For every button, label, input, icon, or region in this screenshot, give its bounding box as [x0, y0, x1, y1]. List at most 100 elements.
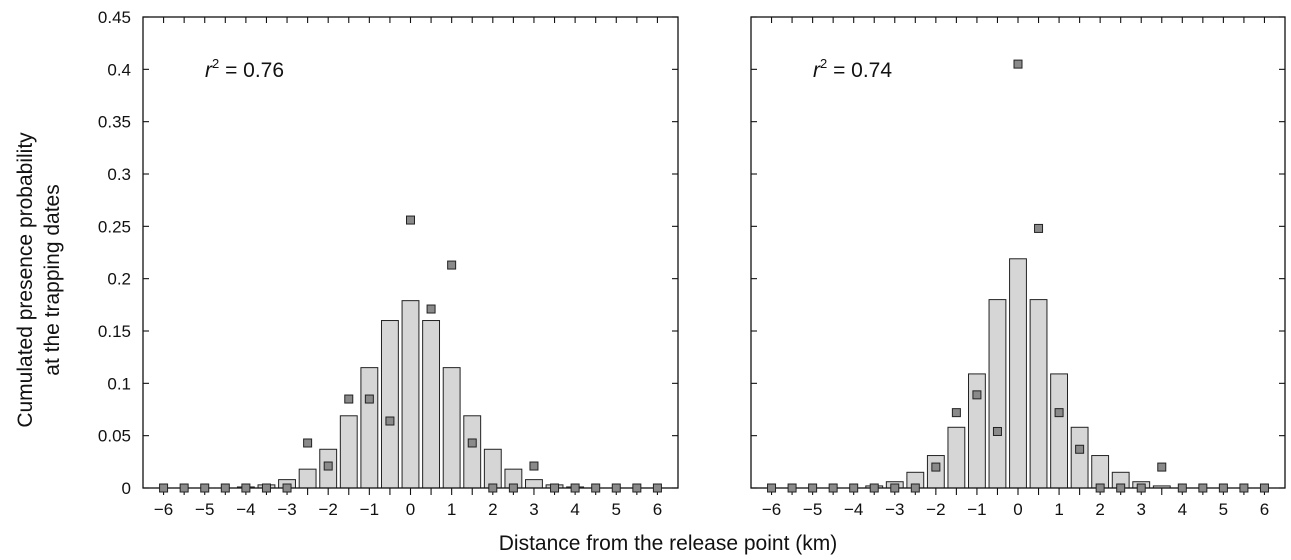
data-point — [508, 483, 518, 493]
data-point — [406, 215, 415, 225]
x-tick-label: 1 — [1054, 500, 1063, 519]
x-tick-label: 6 — [653, 500, 662, 519]
data-point — [344, 394, 354, 404]
data-point — [1054, 408, 1064, 418]
data-point — [200, 483, 210, 493]
data-point — [159, 483, 169, 493]
data-point — [323, 461, 333, 471]
data-point — [931, 462, 941, 472]
data-point — [550, 483, 560, 493]
x-tick-label: 5 — [612, 500, 621, 519]
data-point — [303, 438, 313, 448]
data-point — [1116, 483, 1126, 493]
bar — [360, 367, 379, 489]
x-tick-label: −6 — [762, 500, 781, 519]
data-point — [951, 408, 961, 418]
y-tick-label: 0 — [122, 479, 131, 498]
bar — [1029, 299, 1048, 489]
data-point — [1075, 444, 1085, 454]
data-point — [1259, 483, 1269, 493]
bar — [1070, 426, 1089, 489]
x-tick-label: −5 — [195, 500, 214, 519]
y-tick-label: 0.4 — [107, 60, 131, 79]
data-point — [529, 461, 539, 471]
data-point — [787, 483, 797, 493]
data-point — [849, 483, 859, 493]
y-axis-title-line-2: at the trapping dates — [41, 184, 64, 375]
data-point — [890, 483, 900, 493]
data-point — [1177, 483, 1187, 493]
data-point — [364, 394, 374, 404]
bar — [926, 455, 945, 489]
data-point — [972, 390, 982, 400]
x-tick-label: 0 — [406, 500, 415, 519]
data-point — [1136, 483, 1146, 493]
y-tick-label: 0.2 — [107, 270, 131, 289]
y-tick-label: 0.35 — [98, 113, 131, 132]
x-tick-label: −2 — [926, 500, 945, 519]
data-point — [1239, 483, 1249, 493]
x-tick-label: 1 — [447, 500, 456, 519]
x-tick-label: −5 — [803, 500, 822, 519]
bar — [483, 448, 502, 489]
x-tick-label: −1 — [967, 500, 986, 519]
data-point — [591, 483, 601, 493]
data-point — [261, 483, 271, 493]
data-point — [869, 483, 879, 493]
bar — [339, 415, 358, 489]
x-tick-label: 4 — [570, 500, 579, 519]
data-point — [1095, 483, 1105, 493]
data-point — [241, 483, 251, 493]
data-point — [632, 483, 642, 493]
data-point — [910, 483, 920, 493]
x-axis-title: Distance from the release point (km) — [499, 532, 837, 555]
x-tick-label: 3 — [1136, 500, 1145, 519]
y-tick-label: 0.3 — [107, 165, 131, 184]
data-point — [385, 416, 395, 426]
bar — [442, 367, 461, 489]
r-squared-annotation: r2 = 0.76 — [205, 56, 284, 82]
bar — [1091, 455, 1110, 489]
data-point — [488, 483, 498, 493]
data-point — [447, 260, 457, 270]
data-point — [611, 483, 621, 493]
data-point — [179, 483, 189, 493]
x-tick-label: 2 — [488, 500, 497, 519]
y-axis-title-line-1: Cumulated presence probability — [14, 132, 37, 428]
x-tick-label: −3 — [277, 500, 296, 519]
y-tick-label: 0.25 — [98, 217, 131, 236]
bar — [298, 468, 317, 489]
y-tick-label: 0.1 — [107, 374, 131, 393]
r-squared-annotation: r2 = 0.74 — [813, 56, 892, 82]
data-point — [808, 483, 818, 493]
x-tick-label: 3 — [529, 500, 538, 519]
data-point — [828, 483, 838, 493]
data-point — [1218, 483, 1228, 493]
data-point — [1198, 483, 1208, 493]
y-tick-label: 0.15 — [98, 322, 131, 341]
data-point — [767, 483, 777, 493]
data-point — [1013, 59, 1023, 69]
x-tick-label: −4 — [236, 500, 255, 519]
data-point — [1157, 462, 1167, 472]
x-tick-label: 4 — [1178, 500, 1187, 519]
y-tick-label: 0.45 — [98, 8, 131, 27]
data-point — [220, 483, 230, 493]
x-tick-label: −2 — [318, 500, 337, 519]
bar — [422, 320, 441, 489]
right-panel: −6 −5 −4 −3 −2 −1 0 1 2 3 4 5 6 r2 = 0.74 — [750, 16, 1286, 519]
bar — [947, 426, 966, 489]
y-tick-label: 0.05 — [98, 427, 131, 446]
data-point — [282, 483, 292, 493]
x-tick-label: 6 — [1260, 500, 1269, 519]
left-panel: 0 0.05 0.1 0.15 0.2 0.25 0.3 0.35 0.4 0.45 −6 −5 −4 −… — [98, 8, 679, 519]
bar — [988, 299, 1007, 489]
bar — [463, 415, 482, 489]
data-point — [652, 483, 662, 493]
x-tick-label: −1 — [360, 500, 379, 519]
x-tick-label: 0 — [1013, 500, 1022, 519]
x-tick-label: −6 — [154, 500, 173, 519]
data-point — [992, 426, 1002, 436]
bar — [401, 300, 420, 489]
